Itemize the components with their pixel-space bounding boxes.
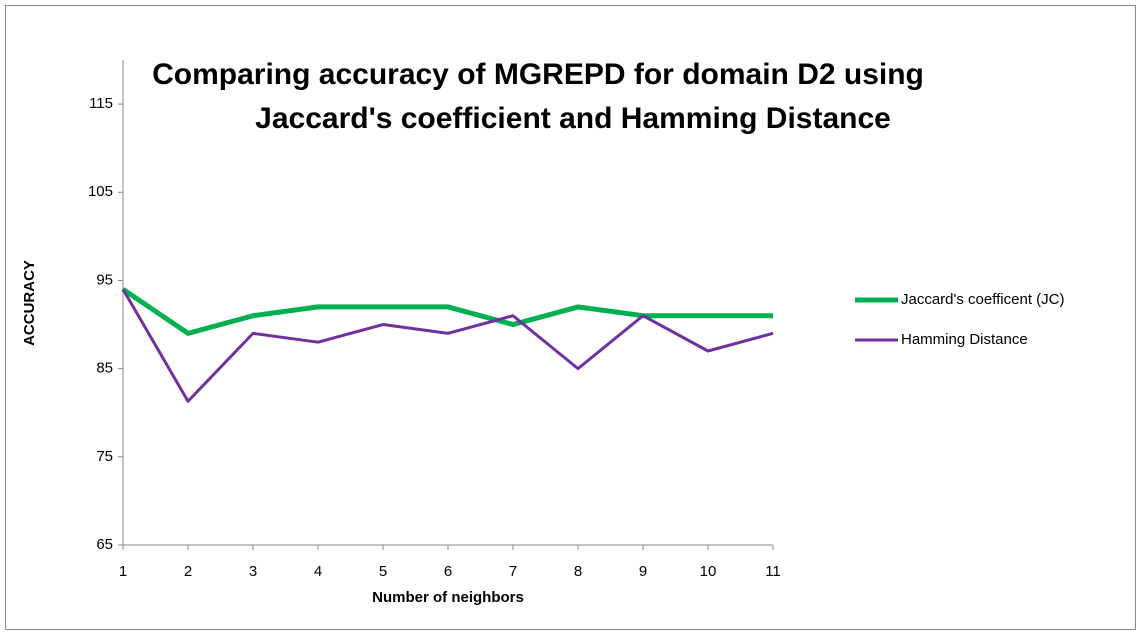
chart-subtitle: Jaccard's coefficient and Hamming Distan…	[255, 102, 891, 135]
legend-label: Hamming Distance	[901, 331, 1028, 348]
data-line	[121, 288, 774, 403]
x-tick-label: 9	[639, 563, 647, 580]
x-tick-label: 8	[574, 563, 582, 580]
x-axis-label: Number of neighbors	[372, 589, 524, 606]
x-tick-label: 4	[314, 563, 322, 580]
x-tick-label: 7	[509, 563, 517, 580]
y-tick-label: 75	[96, 448, 113, 465]
x-tick-label: 11	[765, 563, 781, 580]
y-tick-label: 95	[96, 271, 113, 288]
x-tick-label: 3	[249, 563, 257, 580]
chart-frame	[5, 5, 1136, 630]
x-tick-label: 6	[444, 563, 452, 580]
x-tick-label: 2	[184, 563, 192, 580]
y-axis-label: ACCURACY	[21, 260, 38, 346]
y-tick-label: 105	[88, 183, 113, 200]
data-line	[121, 287, 773, 336]
x-tick-label: 10	[700, 563, 717, 580]
y-tick-label: 115	[89, 95, 113, 112]
legend-label: Jaccard's coefficent (JC)	[901, 291, 1064, 308]
chart-title: Comparing accuracy of MGREPD for domain …	[152, 58, 924, 91]
y-tick-label: 65	[96, 536, 113, 553]
x-tick-label: 5	[379, 563, 387, 580]
y-tick-label: 85	[96, 360, 113, 377]
x-tick-label: 1	[119, 563, 127, 580]
